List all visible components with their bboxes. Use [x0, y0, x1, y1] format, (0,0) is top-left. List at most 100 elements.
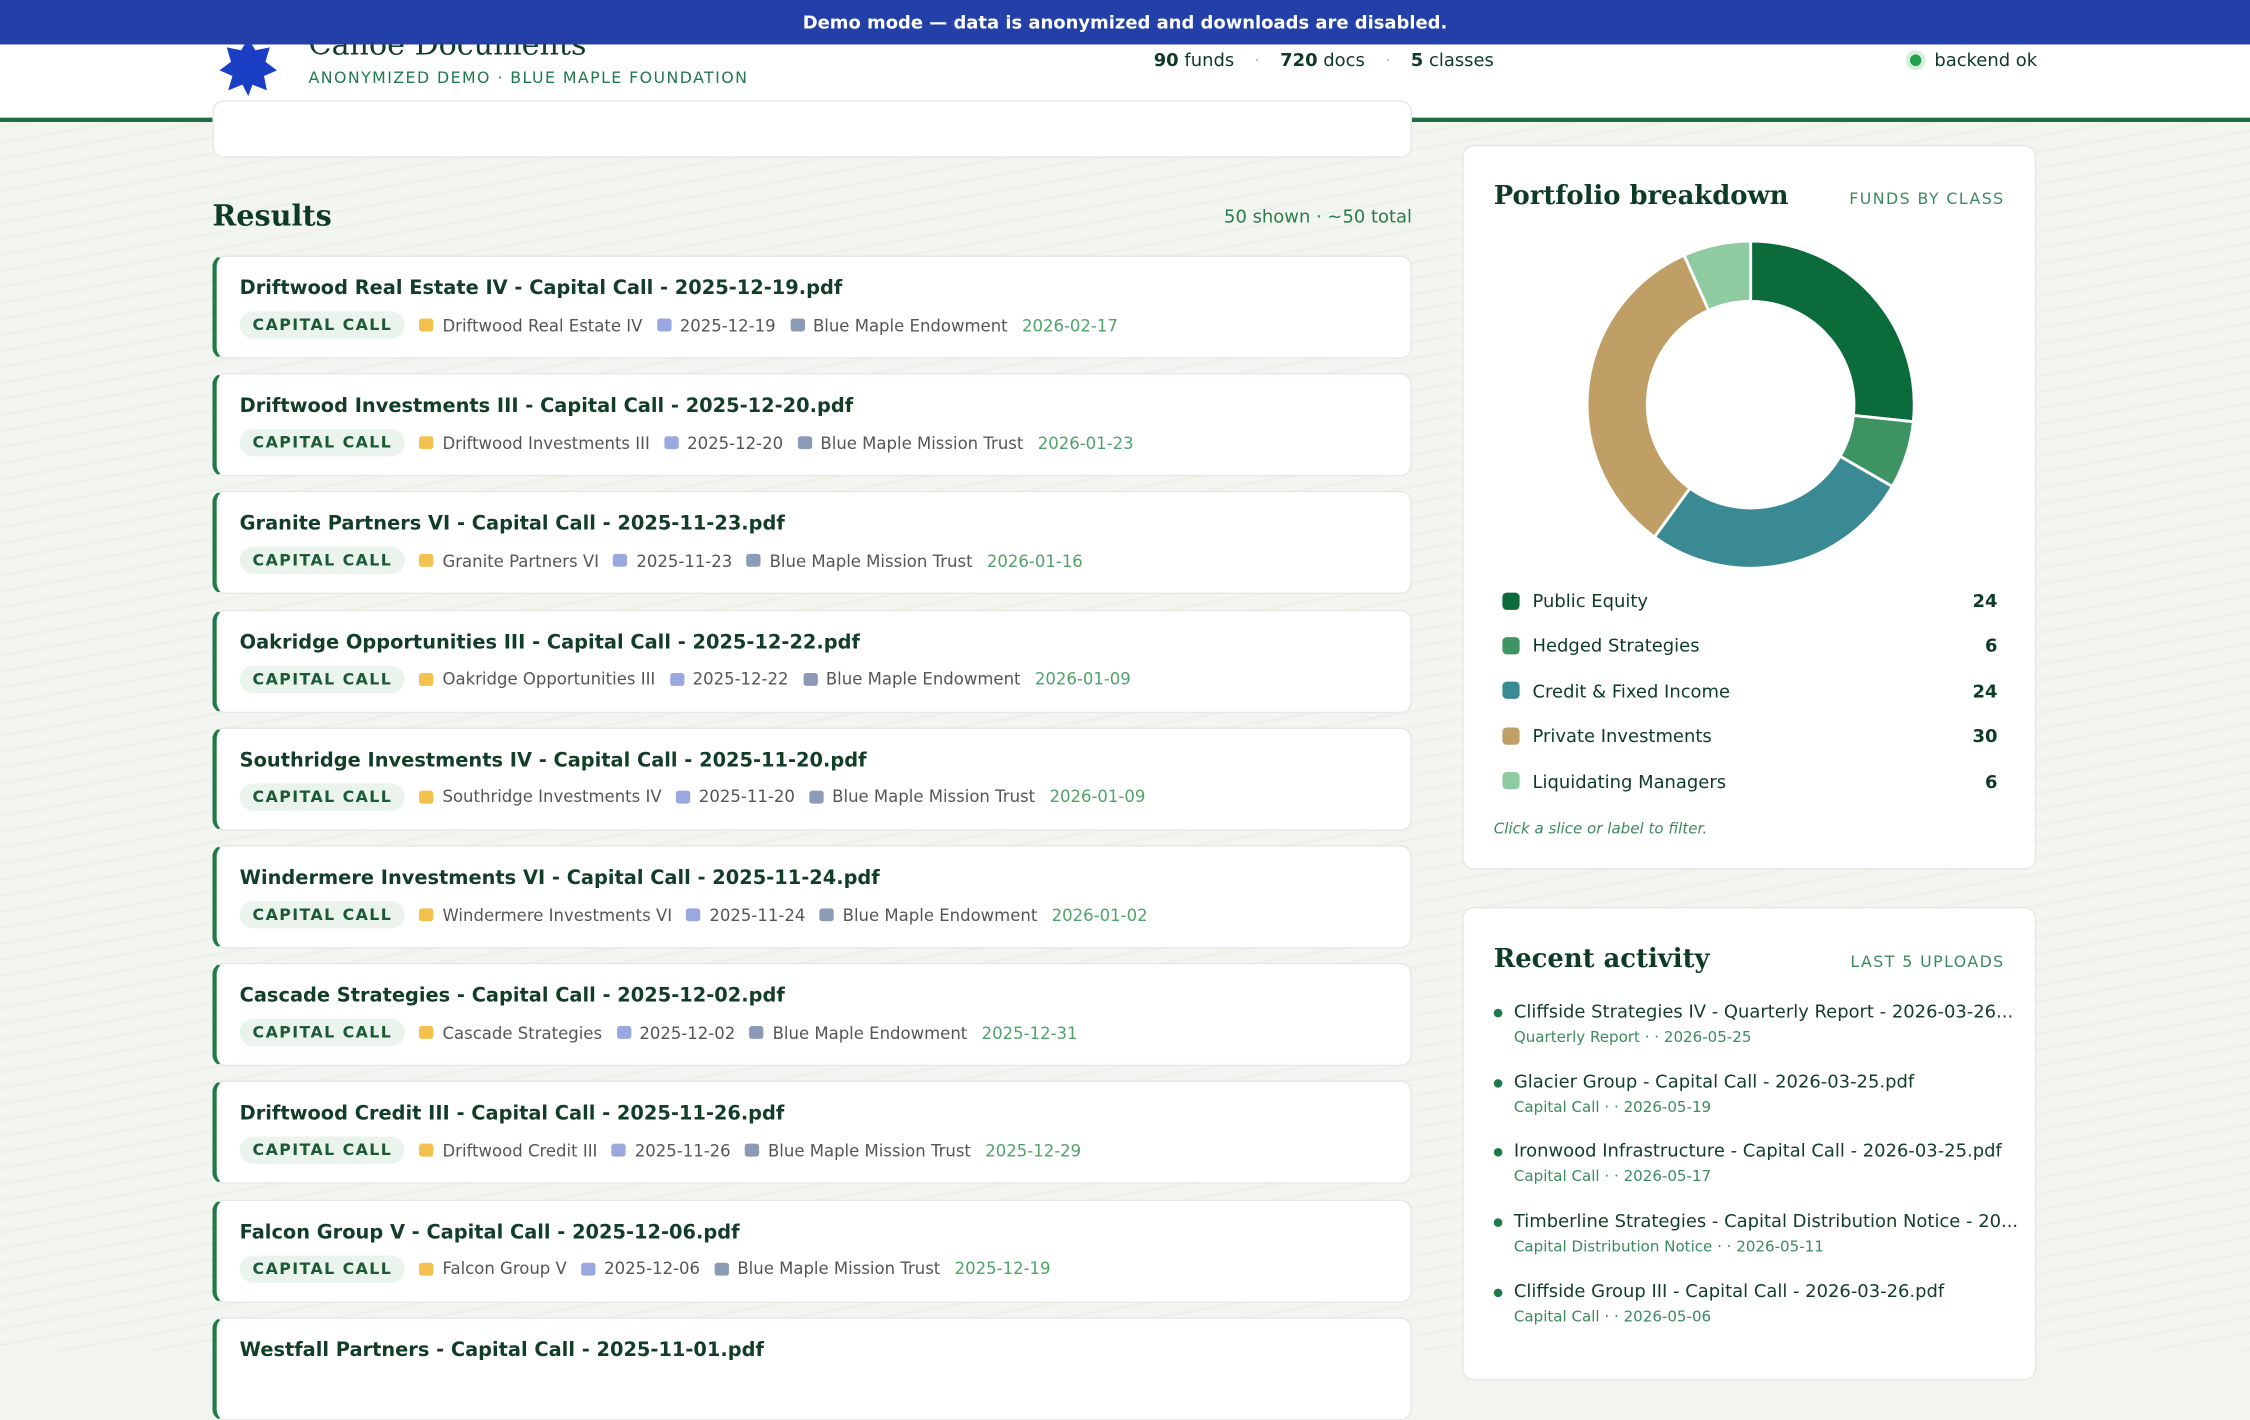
entity-name: Blue Maple Endowment	[825, 668, 1021, 689]
result-card[interactable]: Westfall Partners - Capital Call - 2025-…	[212, 1316, 1412, 1420]
donut-slice[interactable]	[1682, 239, 1753, 313]
stats: 90 funds · 720 docs · 5 classes	[1154, 49, 1494, 71]
entity-icon	[714, 1262, 729, 1276]
legend-item[interactable]: Private Investments 30	[1502, 724, 1998, 747]
legend-value: 6	[1984, 769, 1998, 792]
activity-title: Ironwood Infrastructure - Capital Call -…	[1513, 1139, 2002, 1162]
entity-icon	[802, 672, 818, 686]
activity-meta: Capital Distribution Notice · · 2026-05-…	[1513, 1238, 1824, 1256]
legend-item[interactable]: Credit & Fixed Income 24	[1502, 680, 1997, 701]
legend-label: Public Equity	[1532, 589, 1649, 612]
stat-label: docs	[1323, 48, 1365, 71]
result-title: Cascade Strategies - Capital Call - 2025…	[239, 984, 785, 1008]
doc-date: 2025-11-26	[634, 1140, 731, 1161]
donut-slice[interactable]	[1652, 454, 1895, 570]
calendar-icon	[611, 1144, 627, 1158]
doc-type-tag: CAPITAL CALL	[239, 1019, 406, 1047]
doc-date: 2025-12-06	[604, 1258, 701, 1279]
activity-meta: Capital Call · · 2026-05-17	[1513, 1168, 1712, 1186]
entity-name: Blue Maple Mission Trust	[767, 1140, 971, 1161]
legend-value: 30	[1972, 724, 1998, 747]
activity-card: Recent activity LAST 5 UPLOADS Cliffside…	[1462, 906, 2037, 1381]
activity-item[interactable]: Ironwood Infrastructure - Capital Call -…	[1493, 1139, 2025, 1186]
upload-date: 2026-01-02	[1051, 904, 1148, 925]
fund-name: Driftwood Investments III	[442, 432, 650, 453]
doc-type-tag: CAPITAL CALL	[239, 665, 406, 693]
activity-item[interactable]: Glacier Group - Capital Call - 2026-03-2…	[1493, 1070, 2025, 1116]
entity-icon	[819, 908, 835, 922]
entity-icon	[789, 318, 805, 332]
result-card[interactable]: Driftwood Credit III - Capital Call - 20…	[212, 1081, 1412, 1185]
result-card[interactable]: Cascade Strategies - Capital Call - 2025…	[212, 963, 1412, 1067]
calendar-icon	[616, 1026, 631, 1040]
doc-date: 2025-11-23	[636, 550, 733, 571]
app-subtitle: ANONYMIZED DEMO · BLUE MAPLE FOUNDATION	[308, 68, 749, 88]
fund-name: Granite Partners VI	[442, 550, 600, 571]
status: backend ok	[1909, 49, 2037, 70]
legend-item[interactable]: Hedged Strategies 6	[1502, 635, 1997, 656]
doc-date: 2025-11-20	[698, 786, 795, 807]
entity-icon	[745, 1144, 760, 1158]
activity-title: Timberline Strategies - Capital Distribu…	[1513, 1209, 2019, 1232]
doc-type-tag: CAPITAL CALL	[239, 429, 406, 457]
results-title: Results	[212, 198, 332, 233]
legend-item[interactable]: Public Equity 24	[1502, 589, 1998, 612]
fund-name: Southridge Investments IV	[442, 786, 662, 807]
result-card[interactable]: Driftwood Real Estate IV - Capital Call …	[212, 255, 1412, 359]
doc-type-tag: CAPITAL CALL	[239, 783, 406, 811]
doc-date: 2025-11-24	[709, 904, 806, 925]
fund-name: Oakridge Opportunities III	[442, 668, 656, 689]
calendar-icon	[675, 790, 691, 804]
result-meta: CAPITAL CALL Driftwood Real Estate IV 2025…	[239, 311, 1118, 339]
stat-label: classes	[1428, 48, 1494, 71]
fund-name: Falcon Group V	[442, 1258, 567, 1279]
result-card[interactable]: Windermere Investments VI - Capital Call…	[212, 845, 1412, 949]
separator: ·	[1384, 48, 1391, 71]
activity-meta: Capital Call · · 2026-05-06	[1513, 1308, 1712, 1326]
folder-icon	[419, 908, 434, 922]
result-card[interactable]: Oakridge Opportunities III - Capital Cal…	[212, 609, 1412, 713]
doc-type-tag: CAPITAL CALL	[239, 1254, 406, 1283]
doc-type-tag: CAPITAL CALL	[239, 311, 406, 339]
calendar-icon	[581, 1262, 596, 1276]
activity-item[interactable]: Cliffside Strategies IV - Quarterly Repo…	[1493, 1000, 2025, 1046]
result-card[interactable]: Driftwood Investments III - Capital Call…	[212, 373, 1412, 477]
stat-value: 720	[1280, 48, 1318, 71]
entity-name: Blue Maple Endowment	[772, 1022, 968, 1043]
result-card[interactable]: Granite Partners VI - Capital Call - 202…	[212, 491, 1412, 595]
calendar-icon	[656, 318, 672, 332]
activity-title: Cliffside Group III - Capital Call - 202…	[1513, 1279, 1945, 1302]
donut-slice[interactable]	[1749, 239, 1916, 424]
legend-item[interactable]: Liquidating Managers 6	[1502, 770, 1997, 792]
result-meta: CAPITAL CALL Granite Partners VI 2025-11-2…	[239, 547, 1083, 575]
stat-label: funds	[1184, 48, 1235, 71]
legend-value: 24	[1972, 589, 1998, 612]
activity-item[interactable]: Cliffside Group III - Capital Call - 202…	[1493, 1279, 2025, 1326]
separator: ·	[1254, 48, 1261, 71]
demo-banner: Demo mode — data is anonymized and downl…	[0, 0, 2250, 45]
result-card[interactable]: Southridge Investments IV - Capital Call…	[212, 727, 1412, 831]
doc-date: 2025-12-20	[687, 432, 784, 453]
status-dot	[1909, 53, 1922, 66]
result-card[interactable]: Falcon Group V - Capital Call - 2025-12-…	[212, 1199, 1412, 1303]
bullet	[1493, 1148, 1503, 1158]
bullet	[1493, 1008, 1503, 1018]
upload-date: 2025-12-19	[954, 1258, 1051, 1279]
upload-date: 2026-01-09	[1049, 786, 1146, 807]
doc-date: 2025-12-19	[679, 314, 776, 336]
donut-slice[interactable]	[1585, 253, 1711, 540]
result-meta: CAPITAL CALL Southridge Investments IV 202…	[239, 783, 1146, 811]
activity-item[interactable]: Timberline Strategies - Capital Distribu…	[1493, 1209, 2025, 1256]
legend-label: Private Investments	[1532, 724, 1712, 747]
folder-icon	[419, 1144, 434, 1158]
entity-name: Blue Maple Mission Trust	[832, 786, 1036, 807]
doc-date: 2025-12-02	[639, 1022, 736, 1043]
folder-icon	[419, 790, 434, 804]
donut-chart	[1585, 239, 1916, 570]
doc-type-tag: CAPITAL CALL	[239, 1137, 406, 1165]
fund-name: Cascade Strategies	[442, 1022, 603, 1043]
entity-icon	[749, 1026, 764, 1040]
entity-name: Blue Maple Endowment	[812, 314, 1008, 336]
result-title: Driftwood Investments III - Capital Call…	[239, 394, 854, 418]
